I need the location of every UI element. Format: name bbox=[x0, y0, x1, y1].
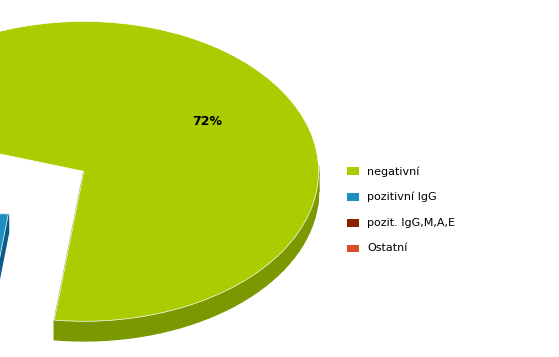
Text: pozitivní IgG: pozitivní IgG bbox=[367, 192, 437, 202]
Text: negativní: negativní bbox=[367, 166, 420, 177]
Polygon shape bbox=[160, 311, 170, 333]
Polygon shape bbox=[65, 321, 76, 341]
Polygon shape bbox=[289, 238, 294, 264]
Polygon shape bbox=[258, 267, 265, 292]
Text: 72%: 72% bbox=[192, 115, 222, 128]
Bar bbox=[347, 167, 359, 175]
Bar bbox=[347, 245, 359, 252]
Polygon shape bbox=[180, 305, 190, 328]
Polygon shape bbox=[299, 226, 302, 252]
Polygon shape bbox=[97, 321, 108, 341]
Polygon shape bbox=[108, 320, 119, 340]
Polygon shape bbox=[315, 193, 316, 219]
Bar bbox=[347, 193, 359, 201]
Polygon shape bbox=[190, 302, 200, 325]
Polygon shape bbox=[306, 213, 310, 239]
Polygon shape bbox=[316, 186, 318, 212]
Polygon shape bbox=[226, 286, 235, 310]
Polygon shape bbox=[200, 298, 209, 322]
Polygon shape bbox=[140, 315, 150, 337]
Polygon shape bbox=[278, 250, 283, 276]
Polygon shape bbox=[129, 317, 140, 338]
Polygon shape bbox=[250, 272, 258, 297]
Polygon shape bbox=[209, 295, 217, 318]
Polygon shape bbox=[294, 232, 299, 258]
Polygon shape bbox=[0, 214, 8, 233]
Polygon shape bbox=[119, 318, 129, 339]
Text: pozit. IgG,M,A,E: pozit. IgG,M,A,E bbox=[367, 218, 455, 228]
Polygon shape bbox=[76, 321, 87, 341]
Wedge shape bbox=[0, 214, 8, 357]
Polygon shape bbox=[310, 206, 312, 232]
Polygon shape bbox=[87, 321, 97, 341]
Text: Ostatní: Ostatní bbox=[367, 243, 408, 253]
Polygon shape bbox=[54, 320, 65, 341]
Bar bbox=[347, 219, 359, 227]
Polygon shape bbox=[54, 171, 84, 340]
Polygon shape bbox=[283, 244, 289, 270]
Polygon shape bbox=[312, 200, 315, 226]
Polygon shape bbox=[243, 277, 250, 301]
Polygon shape bbox=[265, 262, 272, 287]
Polygon shape bbox=[217, 291, 226, 314]
Polygon shape bbox=[272, 256, 278, 281]
Wedge shape bbox=[0, 21, 319, 321]
Polygon shape bbox=[0, 214, 8, 357]
Polygon shape bbox=[235, 282, 243, 306]
Polygon shape bbox=[302, 219, 306, 245]
Polygon shape bbox=[170, 308, 180, 331]
Polygon shape bbox=[150, 313, 160, 335]
